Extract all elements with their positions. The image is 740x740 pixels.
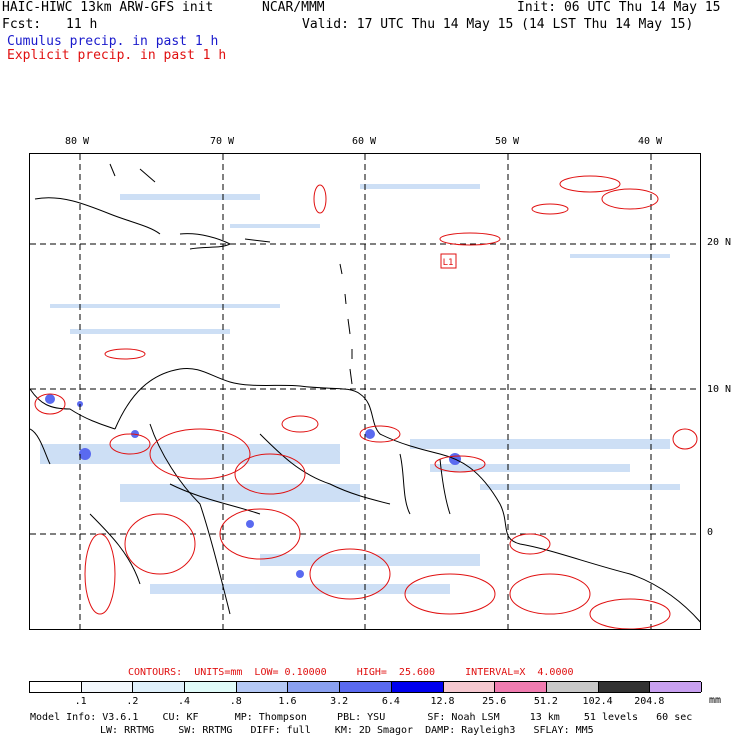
lat-label-20n: 20 N	[707, 237, 732, 248]
colorbar-label: .4	[178, 696, 191, 707]
colorbar-bin-5	[288, 682, 341, 692]
valid-time: Valid: 17 UTC Thu 14 May 15 (14 LST Thu …	[302, 17, 694, 32]
colorbar-bin-6	[340, 682, 392, 692]
footer-line1: Model Info: V3.6.1 CU: KF MP: Thompson P…	[30, 712, 693, 723]
colorbar-label: .2	[126, 696, 139, 707]
colorbar-bin-10	[546, 682, 599, 692]
colorbar-label: 3.2	[330, 696, 349, 707]
coastlines	[30, 163, 700, 623]
explicit-precip-contours	[34, 175, 698, 629]
station-box[interactable]	[440, 253, 457, 269]
colorbar-label: 204.8	[634, 696, 665, 707]
model-title: HAIC-HIWC 13km ARW-GFS init	[2, 0, 214, 15]
colorbar-bin-4	[236, 682, 289, 692]
lon-label-70w: 70 W	[210, 136, 235, 147]
explicit-legend: Explicit precip. in past 1 h	[7, 48, 227, 63]
lon-label-80w: 80 W	[65, 136, 90, 147]
colorbar-label: 12.8	[430, 696, 455, 707]
station-label: L1	[443, 258, 454, 268]
init-time: Init: 06 UTC Thu 14 May 15	[517, 0, 721, 15]
colorbar-label: .1	[74, 696, 87, 707]
colorbar-bin-11	[598, 682, 651, 692]
colorbar-units: mm	[709, 695, 722, 706]
colorbar-label: .8	[229, 696, 242, 707]
colorbar-bin-7	[391, 682, 444, 692]
cumulus-precip-cores	[45, 394, 461, 578]
colorbar-bin-1	[81, 682, 134, 692]
footer-line2: LW: RRTMG SW: RRTMG DIFF: full KM: 2D Sm…	[100, 725, 594, 736]
colorbar-label: 51.2	[533, 696, 558, 707]
lat-label-0: 0	[707, 527, 714, 538]
lat-lon-grid	[30, 154, 700, 629]
colorbar-label: 6.4	[381, 696, 400, 707]
contours-info: CONTOURS: UNITS=mm LOW= 0.10000 HIGH= 25…	[128, 667, 574, 678]
org-label: NCAR/MMM	[262, 0, 325, 15]
precip-map[interactable]: L1	[29, 153, 701, 630]
map-canvas: L1	[30, 154, 700, 629]
colorbar-bin-0	[30, 682, 82, 692]
colorbar-label: 102.4	[582, 696, 613, 707]
lon-label-60w: 60 W	[352, 136, 377, 147]
lat-label-10n: 10 N	[707, 384, 732, 395]
colorbar-bin-8	[443, 682, 496, 692]
fcst-label: Fcst:	[2, 17, 42, 32]
colorbar-bin-2	[133, 682, 186, 692]
colorbar	[29, 681, 702, 693]
lon-label-50w: 50 W	[495, 136, 520, 147]
fcst-value: 11 h	[66, 17, 98, 32]
lon-label-40w: 40 W	[638, 136, 663, 147]
colorbar-bin-3	[185, 682, 237, 692]
colorbar-bin-12	[650, 682, 702, 692]
colorbar-label: 1.6	[278, 696, 297, 707]
colorbar-label: 25.6	[482, 696, 507, 707]
cumulus-legend: Cumulus precip. in past 1 h	[7, 34, 219, 49]
colorbar-bin-9	[495, 682, 547, 692]
